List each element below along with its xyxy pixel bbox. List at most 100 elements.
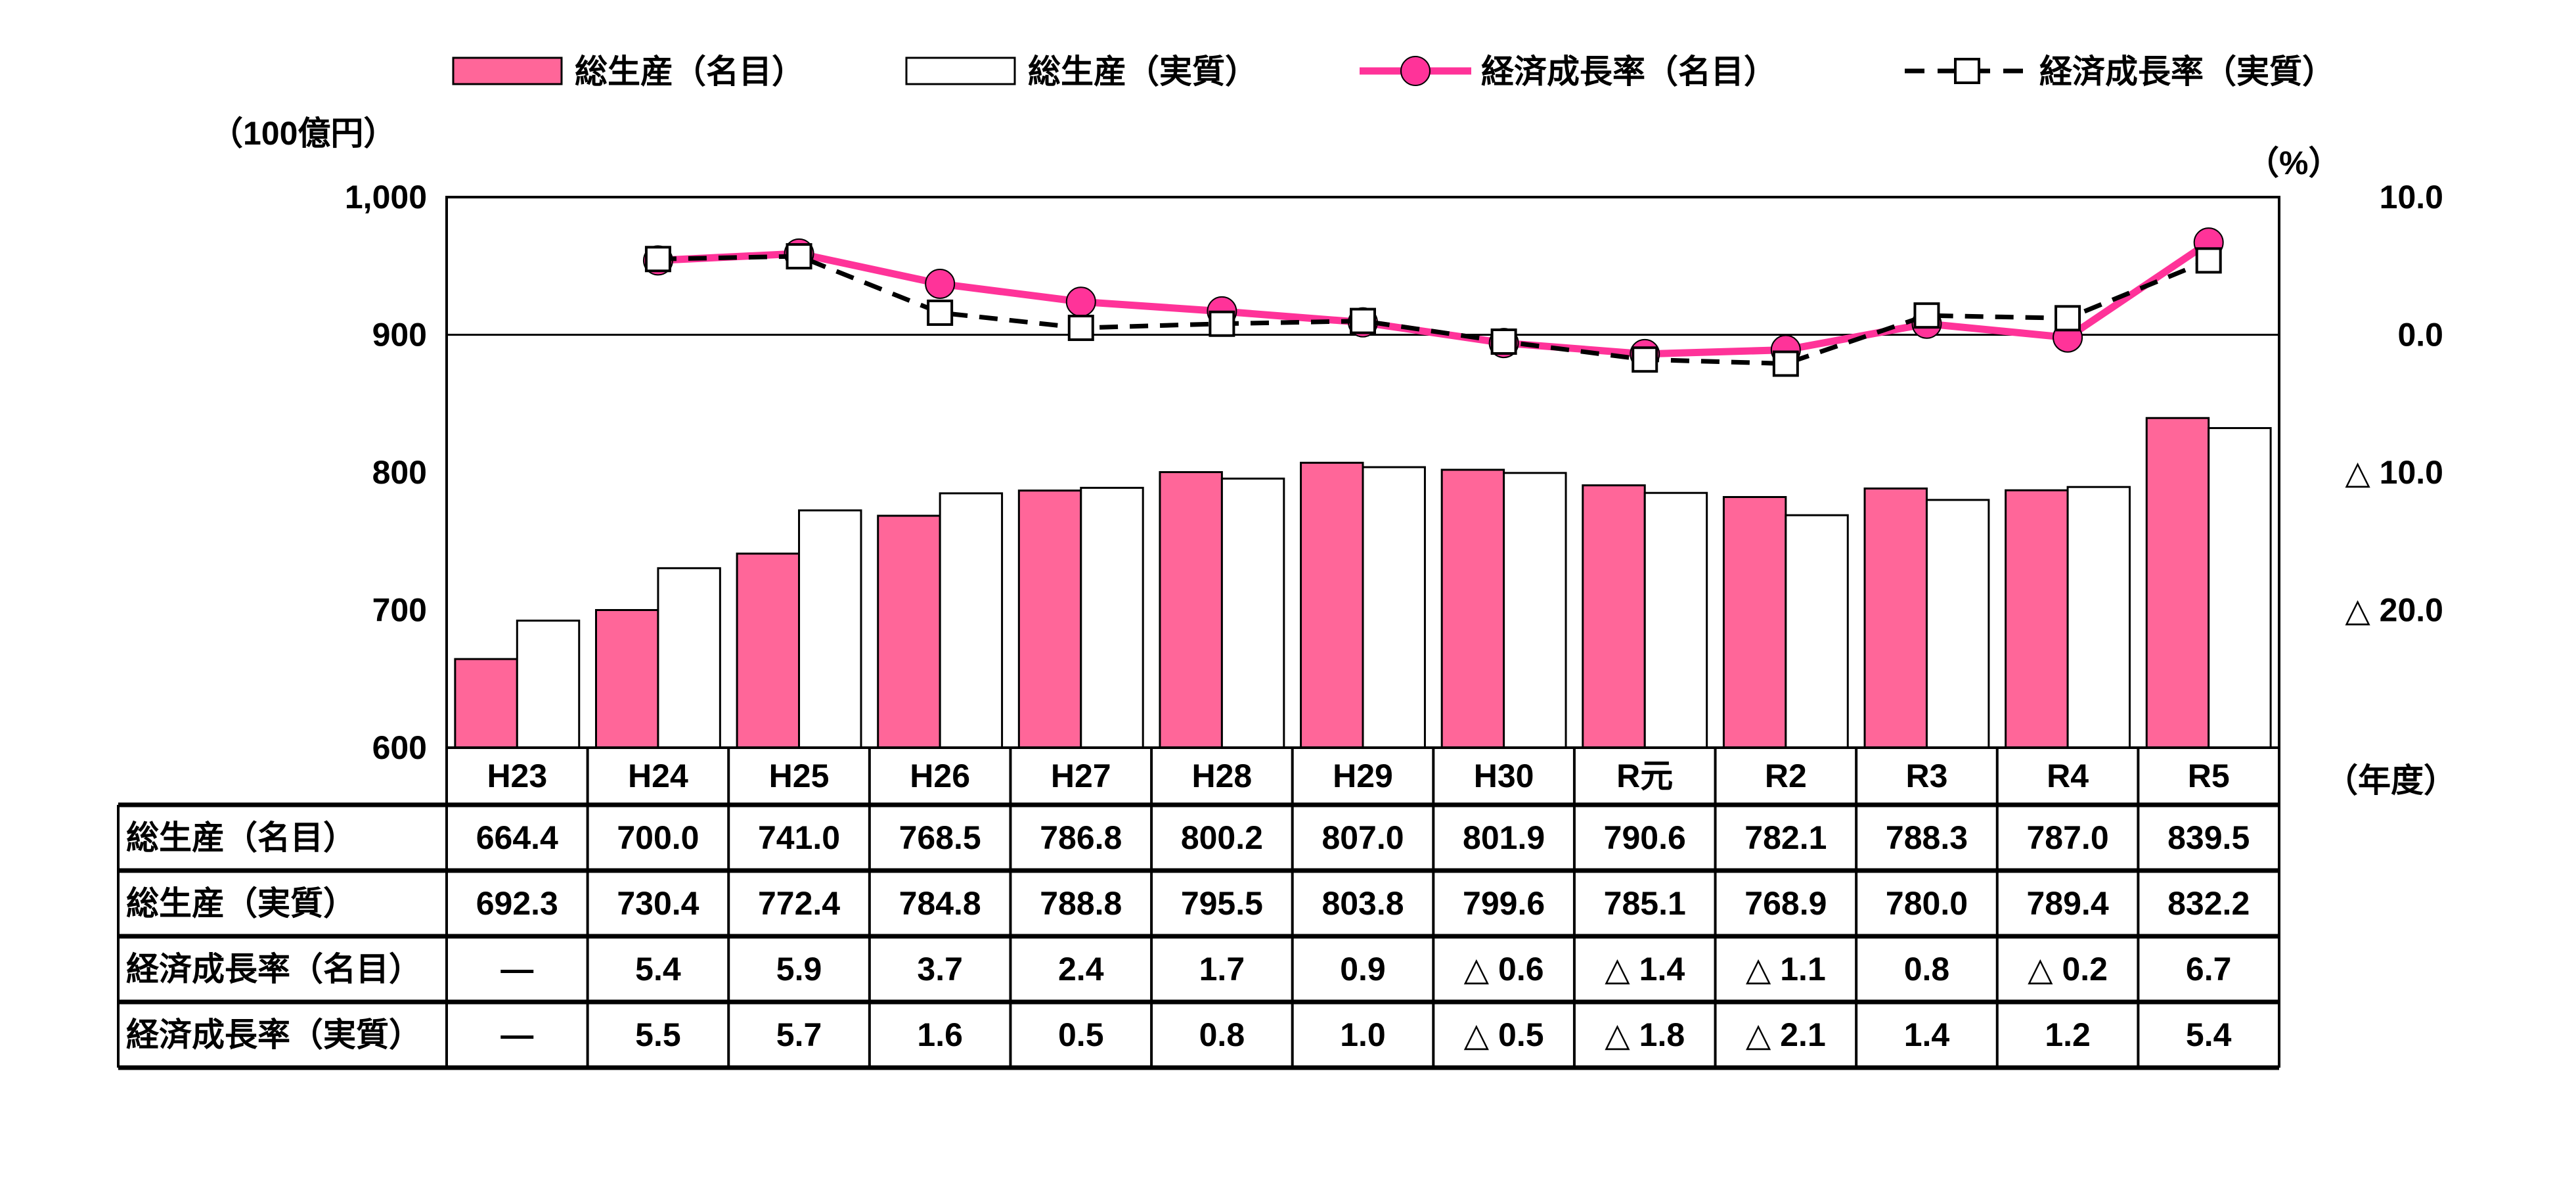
table-cell: 790.6 [1604,819,1686,856]
table-cell: 1.2 [2045,1016,2091,1053]
table-cell: 780.0 [1886,885,1968,922]
table-cell: 801.9 [1463,819,1545,856]
table-cell: 0.8 [1904,951,1950,987]
table-row-label: 総生産（実質） [126,885,356,922]
table-cell: 787.0 [2027,819,2109,856]
line-nominal-growth [657,239,2211,358]
table-cell: 5.9 [776,951,822,987]
x-axis-category-label: H28 [1192,758,1253,794]
marker-real-growth [1209,310,1235,337]
right-axis-tick-label: 0.0 [2397,317,2443,353]
left-axis-tick-label: 600 [372,729,427,766]
line-real-growth [657,254,2210,367]
table-cell: 768.9 [1744,885,1827,922]
x-axis-category-label: H23 [487,758,547,794]
marker-real-growth [2195,247,2222,274]
table-cell: 803.8 [1321,885,1404,922]
bar-real [1220,477,1285,749]
x-axis-category-label: H29 [1333,758,1393,794]
left-axis-tick-label: 800 [372,454,427,491]
table-cell: △ 1.8 [1605,1016,1685,1053]
table-cell: 784.8 [899,885,981,922]
plot-frame [445,196,2280,749]
marker-real-growth [1067,315,1094,342]
bar-nominal [454,658,518,749]
table-cell: 1.7 [1199,951,1245,987]
table-cell: 692.3 [476,885,558,922]
left-axis-unit: （100億円） [210,115,396,152]
x-axis-category-label: H24 [628,758,688,794]
table-cell: 832.2 [2167,885,2250,922]
table-cell: 782.1 [1744,819,1827,856]
right-axis-tick-label: △ 10.0 [2345,454,2443,491]
table-cell: 0.8 [1199,1016,1245,1053]
bar-nominal [1159,471,1223,749]
left-axis-tick-label: 900 [372,317,427,353]
table-cell: 6.7 [2186,951,2232,987]
x-axis-category-label: R元 [1616,758,1673,794]
legend-swatch-real-gdp [905,57,1016,85]
table-cell: △ 2.1 [1746,1016,1826,1053]
table-cell: — [500,1016,533,1053]
table-cell: △ 1.1 [1746,951,1826,987]
bar-nominal [594,609,659,749]
table-cell: 1.0 [1340,1016,1386,1053]
table-cell: 799.6 [1463,885,1545,922]
table-cell: 768.5 [899,819,981,856]
table-cell: 807.0 [1321,819,1404,856]
table-cell: — [500,951,533,987]
table-cell: △ 0.6 [1464,951,1544,987]
table-cell: 1.6 [917,1016,963,1053]
bar-real [1925,499,1990,749]
marker-nominal-growth [1065,286,1096,317]
legend-marker-real-growth [1954,58,1980,84]
bar-nominal [1440,468,1505,749]
legend-marker-nominal-growth [1400,56,1431,86]
x-axis-category-label: R3 [1906,758,1948,794]
table-cell: 839.5 [2167,819,2250,856]
bar-nominal [2145,417,2210,749]
bar-real [2066,486,2131,749]
marker-nominal-growth [925,268,956,299]
table-row-label: 経済成長率（実質） [126,1016,422,1053]
table-cell: 3.7 [917,951,963,987]
legend-swatch-nominal-gdp [452,57,563,85]
bar-real [1080,486,1144,749]
bar-real [1503,472,1567,749]
bar-real [1785,514,1849,749]
x-axis-category-label: R2 [1765,758,1807,794]
table-cell: △ 0.5 [1464,1016,1544,1053]
table-cell: 795.5 [1181,885,1263,922]
x-axis-category-label: H30 [1474,758,1534,794]
table-cell: 788.8 [1040,885,1122,922]
bar-nominal [1722,496,1787,749]
table-cell: △ 0.2 [2028,951,2108,987]
legend-real-gdp-label: 総生産（実質） [1028,53,1258,90]
table-row-label: 総生産（名目） [126,819,356,856]
table-cell: 1.4 [1904,1016,1950,1053]
table-cell: 5.5 [635,1016,681,1053]
bar-real [798,509,862,749]
bar-real [939,492,1004,749]
bar-nominal [736,553,801,749]
table-cell: 2.4 [1058,951,1104,987]
table-cell: 786.8 [1040,819,1122,856]
bar-nominal [1582,484,1646,749]
table-cell: 741.0 [758,819,840,856]
marker-real-growth [1772,350,1799,377]
marker-real-growth [1490,328,1517,355]
marker-real-growth [644,246,671,273]
table-cell: 5.4 [2186,1016,2232,1053]
marker-real-growth [1350,307,1376,334]
bar-real [657,567,721,749]
table-cell: 5.7 [776,1016,822,1053]
x-axis-category-label: R4 [2047,758,2089,794]
bar-nominal [1863,488,1928,749]
marker-real-growth [2054,305,2081,332]
x-axis-unit: （年度） [2325,762,2456,799]
table-cell: 664.4 [476,819,558,856]
bar-nominal [2005,489,2069,749]
table-cell: △ 1.4 [1605,951,1685,987]
bar-real [2208,427,2272,749]
